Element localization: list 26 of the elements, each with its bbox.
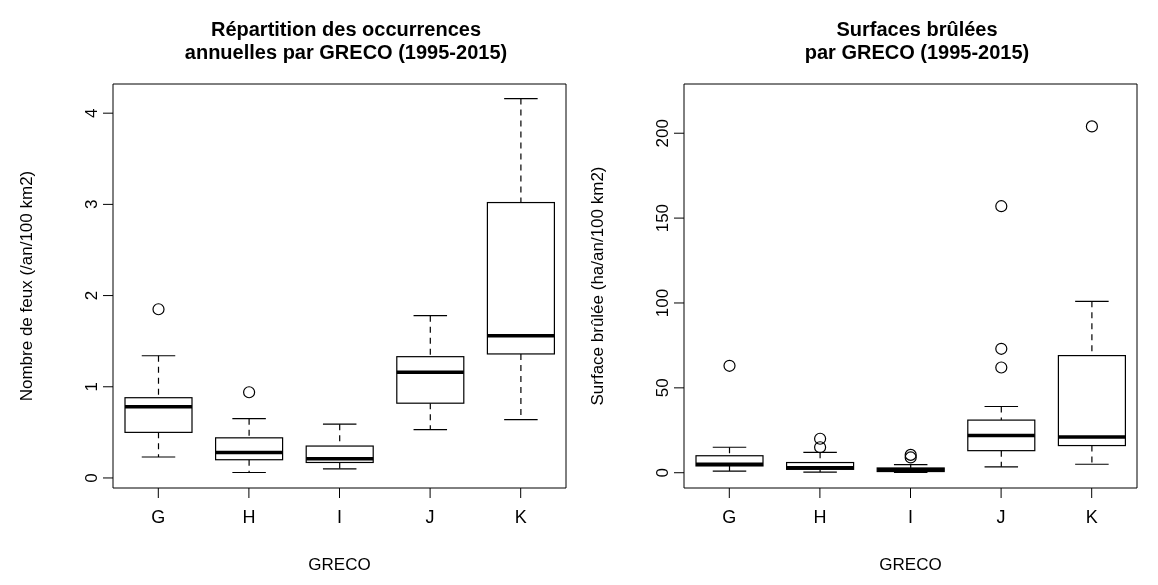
x-tick-label: I <box>907 506 914 527</box>
y-tick-label: 4 <box>82 108 101 118</box>
x-tick-label: H <box>813 506 827 527</box>
y-tick-label: 3 <box>82 199 101 210</box>
x-axis-title: GRECO <box>308 555 371 574</box>
y-axis-title: Surface brûlée (ha/an/100 km2) <box>588 166 608 406</box>
x-tick-label: K <box>514 506 527 527</box>
y-tick-label: 0 <box>653 467 672 478</box>
x-tick-label: G <box>722 506 737 527</box>
y-tick-label: 150 <box>653 203 672 233</box>
x-tick-label: J <box>996 506 1006 527</box>
y-tick-label: 100 <box>653 288 672 318</box>
y-tick-label: 0 <box>82 473 101 483</box>
x-tick-label: H <box>242 506 256 527</box>
x-axis-title: GRECO <box>879 555 942 574</box>
chart-title: Répartition des occurrences annuelles par GRECO (1995-2015) <box>183 18 509 64</box>
x-tick-label: G <box>151 506 166 527</box>
y-tick-label: 1 <box>82 382 101 392</box>
y-tick-label: 2 <box>82 290 101 301</box>
y-tick-label: 50 <box>653 378 672 398</box>
x-tick-label: K <box>1085 506 1098 527</box>
x-tick-label: I <box>336 506 343 527</box>
chart-title: Surfaces brûlées par GRECO (1995-2015) <box>803 18 1031 64</box>
y-axis-title: Nombre de feux (/an/100 km2) <box>17 170 37 402</box>
x-tick-label: J <box>425 506 435 527</box>
y-tick-label: 200 <box>653 119 672 148</box>
